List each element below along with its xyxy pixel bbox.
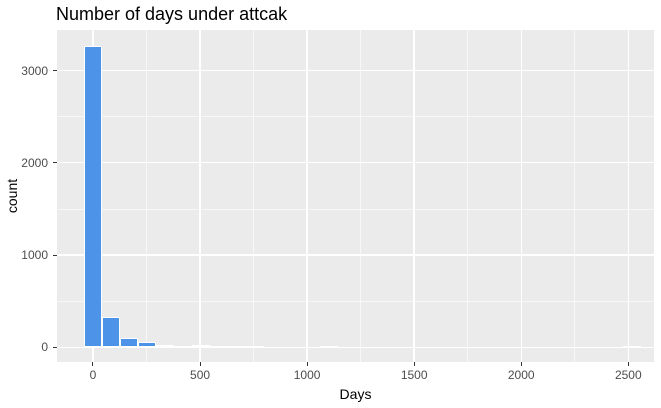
x-tick-mark bbox=[413, 362, 415, 366]
histogram-bar bbox=[119, 337, 138, 348]
x-minor-gridline bbox=[146, 30, 147, 362]
y-minor-gridline bbox=[57, 300, 654, 302]
histogram-bar bbox=[173, 345, 192, 348]
x-tick-label: 1500 bbox=[400, 368, 428, 382]
x-major-gridline bbox=[413, 30, 415, 362]
x-tick-label: 500 bbox=[190, 368, 211, 382]
x-minor-gridline bbox=[467, 30, 469, 362]
x-minor-gridline bbox=[253, 30, 255, 362]
x-tick-label: 0 bbox=[89, 368, 97, 382]
y-minor-gridline bbox=[57, 208, 654, 210]
histogram-bar bbox=[155, 344, 174, 348]
y-axis-title: count bbox=[4, 178, 20, 214]
histogram-bar bbox=[137, 342, 156, 348]
y-tick-mark bbox=[53, 254, 57, 256]
x-major-gridline bbox=[199, 30, 201, 362]
y-major-gridline bbox=[57, 254, 654, 256]
x-major-gridline bbox=[520, 30, 522, 362]
y-major-gridline bbox=[57, 162, 654, 164]
histogram-bar bbox=[245, 345, 264, 348]
x-tick-label: 2000 bbox=[507, 368, 535, 382]
x-tick-label: 2500 bbox=[614, 368, 642, 382]
histogram-bar bbox=[319, 345, 338, 348]
x-major-gridline bbox=[627, 30, 629, 362]
y-tick-label: 1000 bbox=[21, 248, 48, 263]
chart-title: Number of days under attcak bbox=[56, 4, 288, 24]
y-major-gridline bbox=[57, 69, 654, 72]
histogram-bar bbox=[101, 317, 120, 348]
x-tick-mark bbox=[627, 362, 629, 366]
y-minor-gridline bbox=[57, 116, 654, 118]
histogram-bar bbox=[209, 345, 228, 348]
x-minor-gridline bbox=[574, 30, 576, 362]
x-tick-mark bbox=[306, 362, 308, 366]
x-tick-mark bbox=[199, 362, 201, 366]
y-major-gridline bbox=[57, 346, 654, 348]
y-tick-mark bbox=[53, 162, 57, 164]
plot-panel bbox=[57, 30, 654, 362]
y-tick-label: 3000 bbox=[21, 63, 48, 78]
x-major-gridline bbox=[306, 30, 308, 362]
histogram-bar bbox=[191, 345, 210, 348]
histogram-bar bbox=[227, 345, 246, 348]
x-tick-label: 1000 bbox=[293, 368, 321, 382]
x-axis-title: Days bbox=[339, 386, 372, 402]
x-tick-mark bbox=[92, 362, 94, 366]
y-tick-label: 0 bbox=[41, 340, 48, 355]
x-minor-gridline bbox=[360, 30, 362, 362]
histogram-bar bbox=[622, 345, 641, 348]
y-tick-mark bbox=[53, 70, 57, 72]
y-tick-mark bbox=[53, 346, 57, 348]
histogram-bar bbox=[83, 45, 102, 348]
y-tick-label: 2000 bbox=[21, 155, 48, 170]
x-tick-mark bbox=[520, 362, 522, 366]
